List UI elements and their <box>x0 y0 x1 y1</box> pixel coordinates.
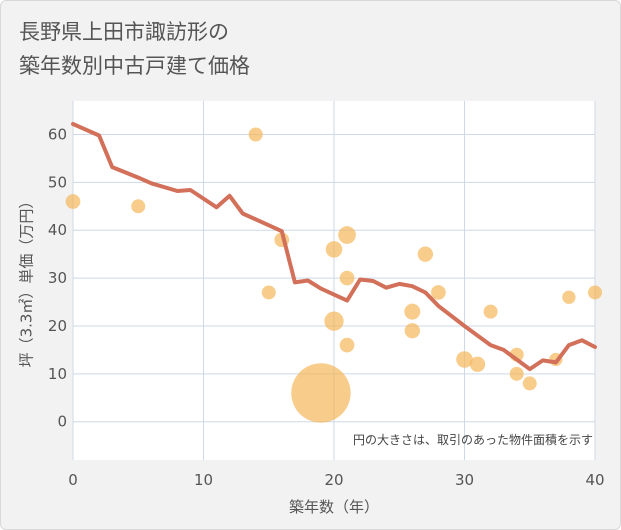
data-bubble <box>456 351 473 368</box>
data-bubble <box>522 376 537 391</box>
y-axis-ticks: 0 10 20 30 40 50 60 <box>48 126 67 431</box>
x-axis-ticks: 0 10 20 30 40 <box>68 471 604 489</box>
x-tick-label: 40 <box>585 471 604 489</box>
y-tick-label: 30 <box>48 269 67 287</box>
data-bubble <box>339 337 355 353</box>
chart-title: 長野県上田市諏訪形の 築年数別中古戸建て価格 <box>19 15 250 83</box>
y-tick-label: 20 <box>48 317 67 335</box>
data-bubble <box>291 363 351 423</box>
x-axis-title: 築年数（年） <box>289 498 379 516</box>
data-bubble <box>404 303 421 320</box>
x-tick-label: 30 <box>455 471 474 489</box>
y-tick-label: 40 <box>48 221 67 239</box>
data-bubble <box>261 285 276 300</box>
y-tick-label: 0 <box>57 413 67 431</box>
data-bubble <box>339 270 355 286</box>
data-bubble <box>469 356 486 372</box>
data-bubble <box>562 290 576 304</box>
x-tick-label: 0 <box>68 471 78 489</box>
y-axis-title: 坪（3.3㎡）単価（万円） <box>18 194 36 368</box>
chart-title-line-1: 長野県上田市諏訪形の <box>19 20 229 44</box>
data-bubble <box>483 304 498 319</box>
data-bubble <box>248 127 263 142</box>
y-tick-label: 10 <box>48 365 67 383</box>
data-bubble <box>509 366 524 381</box>
data-bubble <box>404 323 420 339</box>
data-bubble <box>338 226 356 244</box>
x-tick-label: 10 <box>194 471 213 489</box>
data-bubble <box>131 199 146 214</box>
data-bubble <box>588 285 602 300</box>
y-tick-label: 50 <box>48 173 67 191</box>
data-bubble <box>325 241 343 258</box>
bubble-size-note: 円の大きさは、取引のあった物件面積を示す <box>353 432 593 447</box>
chart-title-line-2: 築年数別中古戸建て価格 <box>19 54 250 78</box>
x-tick-label: 20 <box>324 471 343 489</box>
grid-lines <box>72 101 596 460</box>
data-bubble <box>324 311 344 331</box>
data-bubble <box>65 194 81 209</box>
data-bubble <box>431 285 446 300</box>
data-bubble <box>417 246 434 262</box>
y-tick-label: 60 <box>48 126 67 144</box>
bubble-series <box>65 127 602 423</box>
average-price-line <box>71 122 597 372</box>
